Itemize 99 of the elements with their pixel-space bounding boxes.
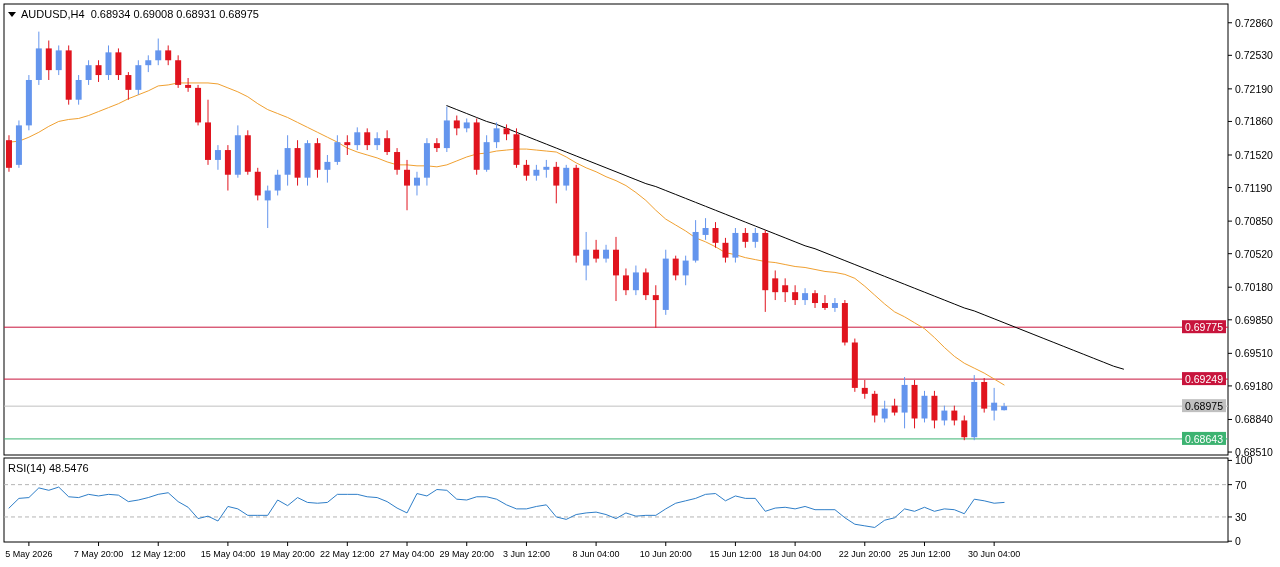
candlestick xyxy=(642,267,649,301)
candlestick xyxy=(165,44,172,66)
x-tick-label: 30 Jun 04:00 xyxy=(968,549,1021,559)
y-tick-label: 0.71190 xyxy=(1235,181,1273,194)
candlestick xyxy=(583,231,590,281)
y-tick-label: 0.69850 xyxy=(1235,313,1274,326)
candlestick xyxy=(861,379,868,400)
y-tick-label: 0.72530 xyxy=(1235,49,1274,62)
candlestick xyxy=(821,294,828,311)
candlestick xyxy=(702,217,709,241)
candlestick xyxy=(214,144,221,171)
y-tick-label: 0 xyxy=(1235,535,1241,548)
ref-line-label: 0.68643 xyxy=(1185,432,1224,445)
candlestick xyxy=(394,147,401,176)
candlestick xyxy=(433,137,440,153)
candlestick xyxy=(75,74,82,106)
x-tick-label: 29 May 20:00 xyxy=(439,549,495,559)
candlestick xyxy=(404,159,411,211)
y-tick-label: 0.70520 xyxy=(1235,247,1274,260)
candlestick xyxy=(991,387,998,421)
candlestick xyxy=(881,400,888,423)
candlestick xyxy=(45,40,52,81)
y-tick-label: 0.68510 xyxy=(1235,446,1274,459)
y-tick-label: 30 xyxy=(1235,510,1247,523)
ref-line-label: 0.69249 xyxy=(1185,373,1224,386)
x-tick-label: 27 May 04:00 xyxy=(379,549,435,559)
candlestick xyxy=(603,244,610,264)
candlestick xyxy=(712,221,719,249)
candlestick xyxy=(792,284,799,306)
x-tick-label: 7 May 20:00 xyxy=(73,549,124,559)
candlestick xyxy=(105,44,112,81)
x-tick-label: 15 Jun 12:00 xyxy=(709,549,762,559)
candlestick xyxy=(264,185,271,229)
candlestick xyxy=(523,159,530,182)
candlestick xyxy=(752,227,759,249)
x-tick-label: 18 Jun 04:00 xyxy=(769,549,822,559)
x-tick-label: 19 May 20:00 xyxy=(260,549,315,559)
chart-title: AUDUSD,H4 0.68934 0.69008 0.68931 0.68975 xyxy=(21,8,259,20)
x-tick-label: 22 May 12:00 xyxy=(320,549,375,559)
candlestick xyxy=(672,255,679,281)
candlestick xyxy=(772,269,779,301)
candlestick xyxy=(921,390,928,423)
y-tick-label: 0.69510 xyxy=(1235,347,1274,360)
candlestick xyxy=(682,255,689,286)
candlestick xyxy=(334,134,341,166)
y-tick-label: 0.71860 xyxy=(1235,115,1274,128)
x-tick-label: 25 Jun 12:00 xyxy=(898,549,951,559)
candlestick xyxy=(563,164,570,192)
candlestick xyxy=(652,284,659,329)
candlestick xyxy=(364,127,371,151)
candlestick xyxy=(254,167,261,201)
candlestick xyxy=(324,154,331,184)
candlestick xyxy=(185,77,192,93)
candlestick xyxy=(802,287,809,306)
x-tick-label: 8 Jun 04:00 xyxy=(572,549,620,559)
y-tick-label: 0.70180 xyxy=(1235,281,1274,294)
candlestick xyxy=(95,59,102,83)
x-tick-label: 15 May 04:00 xyxy=(200,549,256,559)
candlestick xyxy=(125,71,132,101)
candlestick xyxy=(274,169,281,196)
candlestick xyxy=(115,47,122,81)
candlestick xyxy=(413,171,420,196)
candlestick xyxy=(722,237,729,264)
y-tick-label: 0.72190 xyxy=(1235,82,1274,95)
x-tick-label: 12 May 12:00 xyxy=(130,549,186,559)
ref-line-label: 0.68975 xyxy=(1185,400,1224,413)
candlestick xyxy=(354,126,361,151)
candlestick xyxy=(951,405,958,426)
candlestick xyxy=(493,121,500,149)
candlestick xyxy=(553,161,560,204)
candlestick xyxy=(622,267,629,296)
candlestick xyxy=(453,115,460,136)
chart-title: RSI(14) 48.5476 xyxy=(8,462,89,474)
candlestick xyxy=(593,239,600,264)
line-series xyxy=(446,105,1125,370)
x-tick-label: 5 May 2026 xyxy=(5,549,53,559)
candlestick xyxy=(742,227,749,249)
y-tick-label: 0.68840 xyxy=(1235,413,1274,426)
ref-line-label: 0.69775 xyxy=(1185,321,1224,334)
y-tick-label: 0.69180 xyxy=(1235,379,1274,392)
x-tick-label: 3 Jun 12:00 xyxy=(502,549,550,559)
candlestick xyxy=(155,38,162,66)
candlestick xyxy=(85,59,92,86)
candlestick xyxy=(961,415,968,441)
candlestick xyxy=(831,297,838,313)
y-tick-label: 0.72860 xyxy=(1235,16,1274,29)
y-tick-label: 0.70850 xyxy=(1235,215,1274,228)
y-tick-label: 70 xyxy=(1235,478,1247,491)
candlestick xyxy=(344,134,351,156)
x-tick-label: 10 Jun 20:00 xyxy=(639,549,692,559)
candlestick xyxy=(871,390,878,423)
x-tick-label: 22 Jun 20:00 xyxy=(838,549,891,559)
candlestick xyxy=(384,129,391,156)
candlestick xyxy=(782,277,789,303)
candlestick xyxy=(941,405,948,426)
candlestick xyxy=(632,265,639,296)
line-series xyxy=(8,486,1005,528)
candlestick xyxy=(55,44,62,76)
y-tick-label: 0.71520 xyxy=(1235,148,1274,161)
